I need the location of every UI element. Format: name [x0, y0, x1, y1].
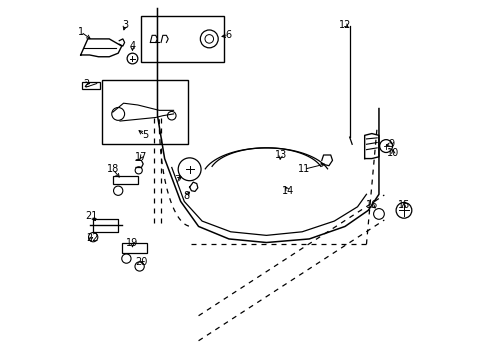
Text: 20: 20	[135, 257, 147, 267]
Text: 14: 14	[282, 186, 294, 196]
Text: 7: 7	[174, 175, 180, 185]
Text: 12: 12	[339, 19, 351, 30]
Text: 9: 9	[389, 139, 394, 149]
Text: 17: 17	[135, 152, 147, 162]
Text: 4: 4	[129, 41, 136, 51]
Text: 6: 6	[226, 30, 232, 40]
Text: 21: 21	[85, 211, 98, 221]
Text: 11: 11	[298, 164, 310, 174]
Text: 1: 1	[77, 27, 84, 37]
Text: 13: 13	[274, 150, 287, 160]
Text: 8: 8	[183, 191, 189, 201]
Text: 15: 15	[398, 200, 410, 210]
Text: 2: 2	[83, 78, 89, 89]
Text: 19: 19	[126, 238, 139, 248]
Bar	[142, 16, 223, 62]
Text: 5: 5	[142, 130, 148, 140]
Text: 10: 10	[387, 148, 399, 158]
Text: 18: 18	[107, 164, 119, 174]
Text: 22: 22	[86, 233, 98, 243]
Bar	[102, 80, 188, 144]
Text: 16: 16	[366, 200, 378, 210]
Text: 3: 3	[122, 19, 128, 30]
